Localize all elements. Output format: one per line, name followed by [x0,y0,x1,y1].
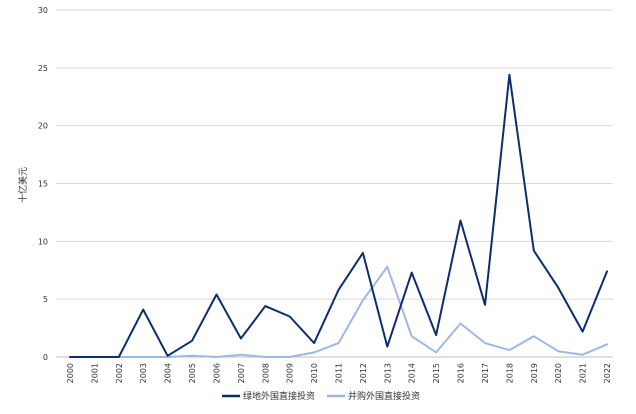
x-tick-label: 2008 [261,363,270,383]
y-axis-label: 十亿美元 [17,167,29,203]
y-tick-label: 25 [38,64,48,73]
x-tick-label: 2016 [457,363,466,383]
series-lines [69,73,608,358]
series-line-1 [69,265,608,358]
x-tick-label: 2014 [408,363,417,383]
x-tick-label: 2009 [286,363,295,383]
x-tick-label: 2013 [383,363,392,383]
x-tick-label: 2005 [188,363,197,383]
series-line-0 [69,73,608,358]
x-tick-label: 2004 [164,363,173,383]
y-tick-label: 15 [38,180,48,189]
gridlines [56,9,613,300]
legend-label-0: 绿地外国直接投资 [243,390,315,402]
x-tick-label: 2012 [359,363,368,383]
legend: 绿地外国直接投资 并购外国直接投资 [222,390,420,402]
x-tick-label: 2002 [115,363,124,383]
y-axis-ticks: 0 5 10 15 20 25 30 [38,6,48,362]
x-tick-label: 2018 [505,363,514,383]
x-tick-label: 2021 [579,363,588,383]
x-tick-label: 2011 [335,363,344,383]
x-tick-label: 2022 [603,363,612,383]
y-tick-label: 30 [38,6,48,15]
x-axis-ticks: 2000 2001 2002 2003 2004 2005 2006 2007 2008 2009… [66,363,612,383]
x-tick-label: 2015 [432,363,441,383]
legend-label-1: 并购外国直接投资 [348,390,420,402]
x-tick-label: 2003 [139,363,148,383]
y-tick-label: 10 [38,237,48,246]
x-tick-label: 2001 [90,363,99,383]
x-tick-label: 2020 [554,363,563,383]
x-tick-label: 2010 [310,363,319,383]
x-tick-label: 2007 [237,363,246,383]
y-tick-label: 5 [43,295,48,304]
x-tick-label: 2019 [530,363,539,383]
y-tick-label: 0 [43,353,48,362]
x-tick-label: 2000 [66,363,75,383]
x-tick-label: 2006 [212,363,221,383]
y-tick-label: 20 [38,122,48,131]
x-tick-label: 2017 [481,363,490,383]
